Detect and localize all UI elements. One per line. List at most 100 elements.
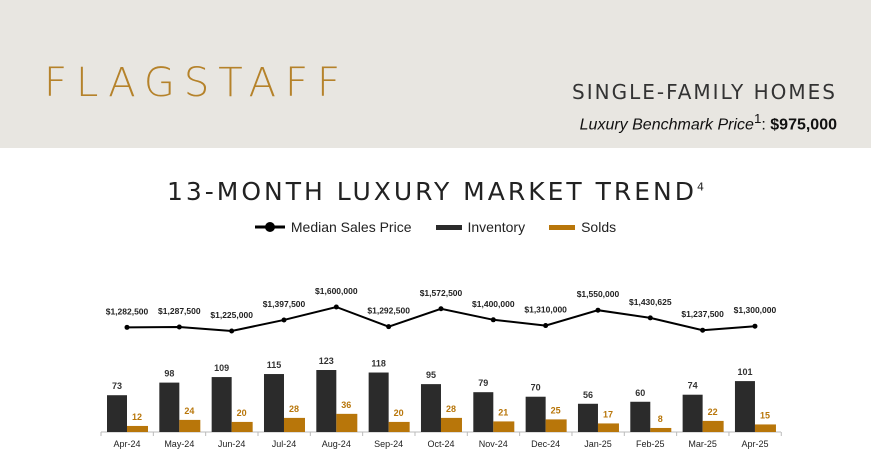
median-price-point [595,307,601,313]
swatch-icon [549,224,576,230]
x-tick-label: Nov-24 [479,439,508,449]
inventory-bar [525,396,546,432]
inventory-label: 95 [426,370,436,380]
median-price-label: $1,282,500 [106,306,149,316]
x-tick-label: Oct-24 [427,439,454,449]
legend-label: Median Sales Price [290,219,412,235]
x-tick-label: Apr-25 [741,439,768,449]
legend-label: Inventory [467,219,526,235]
inventory-bar [630,401,651,432]
median-price-label: $1,300,000 [734,305,777,315]
inventory-label: 56 [583,390,593,400]
inventory-bar [159,382,180,432]
chart-title-footnote: 4 [697,180,705,194]
solds-label: 36 [341,400,351,410]
median-price-label: $1,237,500 [681,309,724,319]
solds-bar [127,425,148,432]
inventory-bar [682,394,703,432]
solds-label: 28 [289,404,299,414]
median-price-point [490,317,496,323]
inventory-label: 115 [267,360,282,370]
inventory-label: 79 [478,378,488,388]
solds-label: 20 [237,408,247,418]
x-tick-label: May-24 [164,439,194,449]
median-price-label: $1,287,500 [158,306,201,316]
inventory-bar [734,381,755,432]
swatch-icon [435,224,462,230]
legend-solds: Solds [549,219,616,235]
inventory-label: 101 [737,367,752,377]
solds-label: 20 [394,408,404,418]
median-price-point [386,324,392,330]
solds-bar [545,419,567,432]
x-tick-label: Dec-24 [531,439,560,449]
solds-bar [388,421,410,432]
median-price-label: $1,430,625 [629,297,672,307]
x-tick-label: Mar-25 [688,439,717,449]
solds-label: 22 [708,407,718,417]
median-price-label: $1,600,000 [315,286,358,296]
median-price-label: $1,572,500 [420,288,463,298]
property-type: SINGLE-FAMILY HOMES [572,80,837,104]
solds-label: 8 [658,414,663,424]
inventory-bar [263,374,284,432]
chart-legend: Median Sales Price Inventory Solds [0,219,871,235]
header-band: FLAGSTAFF SINGLE-FAMILY HOMES Luxury Ben… [0,0,871,148]
median-price-point [752,323,758,329]
solds-bar [336,413,358,432]
median-price-point [438,306,444,312]
line-marker-icon [254,222,285,232]
inventory-bar [473,392,494,432]
benchmark-value: $975,000 [770,116,837,134]
median-price-label: $1,310,000 [524,305,567,315]
inventory-bar [368,372,389,432]
x-tick-label: Sep-24 [374,439,403,449]
x-tick-label: Feb-25 [636,439,665,449]
legend-inventory: Inventory [435,219,526,235]
median-price-point [229,328,235,334]
median-price-point [176,324,182,330]
inventory-bar [577,403,598,432]
solds-bar [493,421,515,432]
median-price-point [700,327,706,333]
median-price-label: $1,400,000 [472,299,515,309]
inventory-label: 98 [164,369,174,379]
median-price-point [333,304,339,310]
legend-label: Solds [581,219,617,235]
x-tick-label: Apr-24 [113,439,140,449]
solds-bar [650,427,672,432]
inventory-label: 118 [371,359,386,369]
median-price-point [124,324,130,330]
inventory-label: 109 [214,363,229,373]
chart-title-text: 13-MONTH LUXURY MARKET TREND [166,177,698,206]
benchmark-separator: : [761,116,771,134]
inventory-label: 60 [635,388,645,398]
x-tick-label: Jan-25 [584,439,612,449]
median-price-label: $1,550,000 [577,289,620,299]
solds-label: 17 [603,409,613,419]
solds-label: 24 [184,406,194,416]
solds-label: 15 [760,410,770,420]
solds-bar [283,417,305,432]
inventory-label: 74 [688,381,698,391]
median-price-label: $1,292,500 [367,306,410,316]
solds-label: 25 [551,405,561,415]
solds-bar [702,420,724,432]
legend-median-price: Median Sales Price [254,219,412,235]
benchmark-footnote: 1 [753,111,762,126]
solds-label: 28 [446,404,456,414]
x-tick-label: Aug-24 [322,439,351,449]
inventory-bar [211,377,232,432]
median-price-point [281,317,287,323]
inventory-bar [107,395,127,432]
x-tick-label: Jun-24 [218,439,246,449]
solds-bar [754,424,776,432]
median-price-point [647,315,653,321]
brand-logo-text: FLAGSTAFF [44,60,349,106]
x-tick-label: Jul-24 [272,439,297,449]
inventory-label: 123 [319,356,334,366]
solds-label: 12 [132,412,142,422]
inventory-label: 73 [112,381,122,391]
median-price-point [543,323,549,329]
